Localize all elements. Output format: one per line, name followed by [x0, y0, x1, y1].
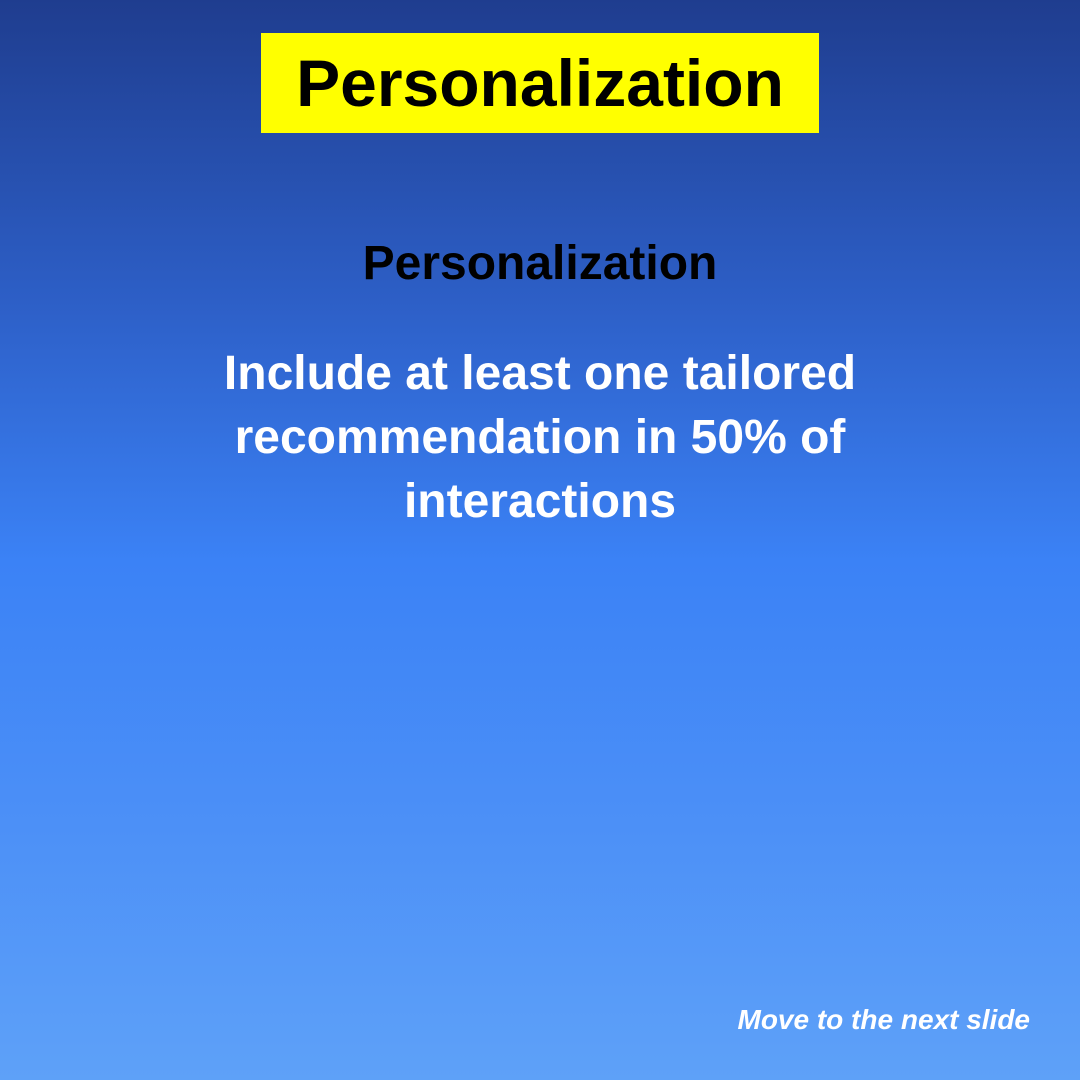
next-slide-link[interactable]: Move to the next slide	[737, 1004, 1031, 1035]
slide-body-text: Include at least one tailored recommenda…	[223, 347, 857, 528]
slide-title-box: Personalization	[261, 33, 819, 133]
slide-subtitle: Personalization	[362, 237, 718, 290]
slide-title: Personalization	[296, 46, 784, 120]
